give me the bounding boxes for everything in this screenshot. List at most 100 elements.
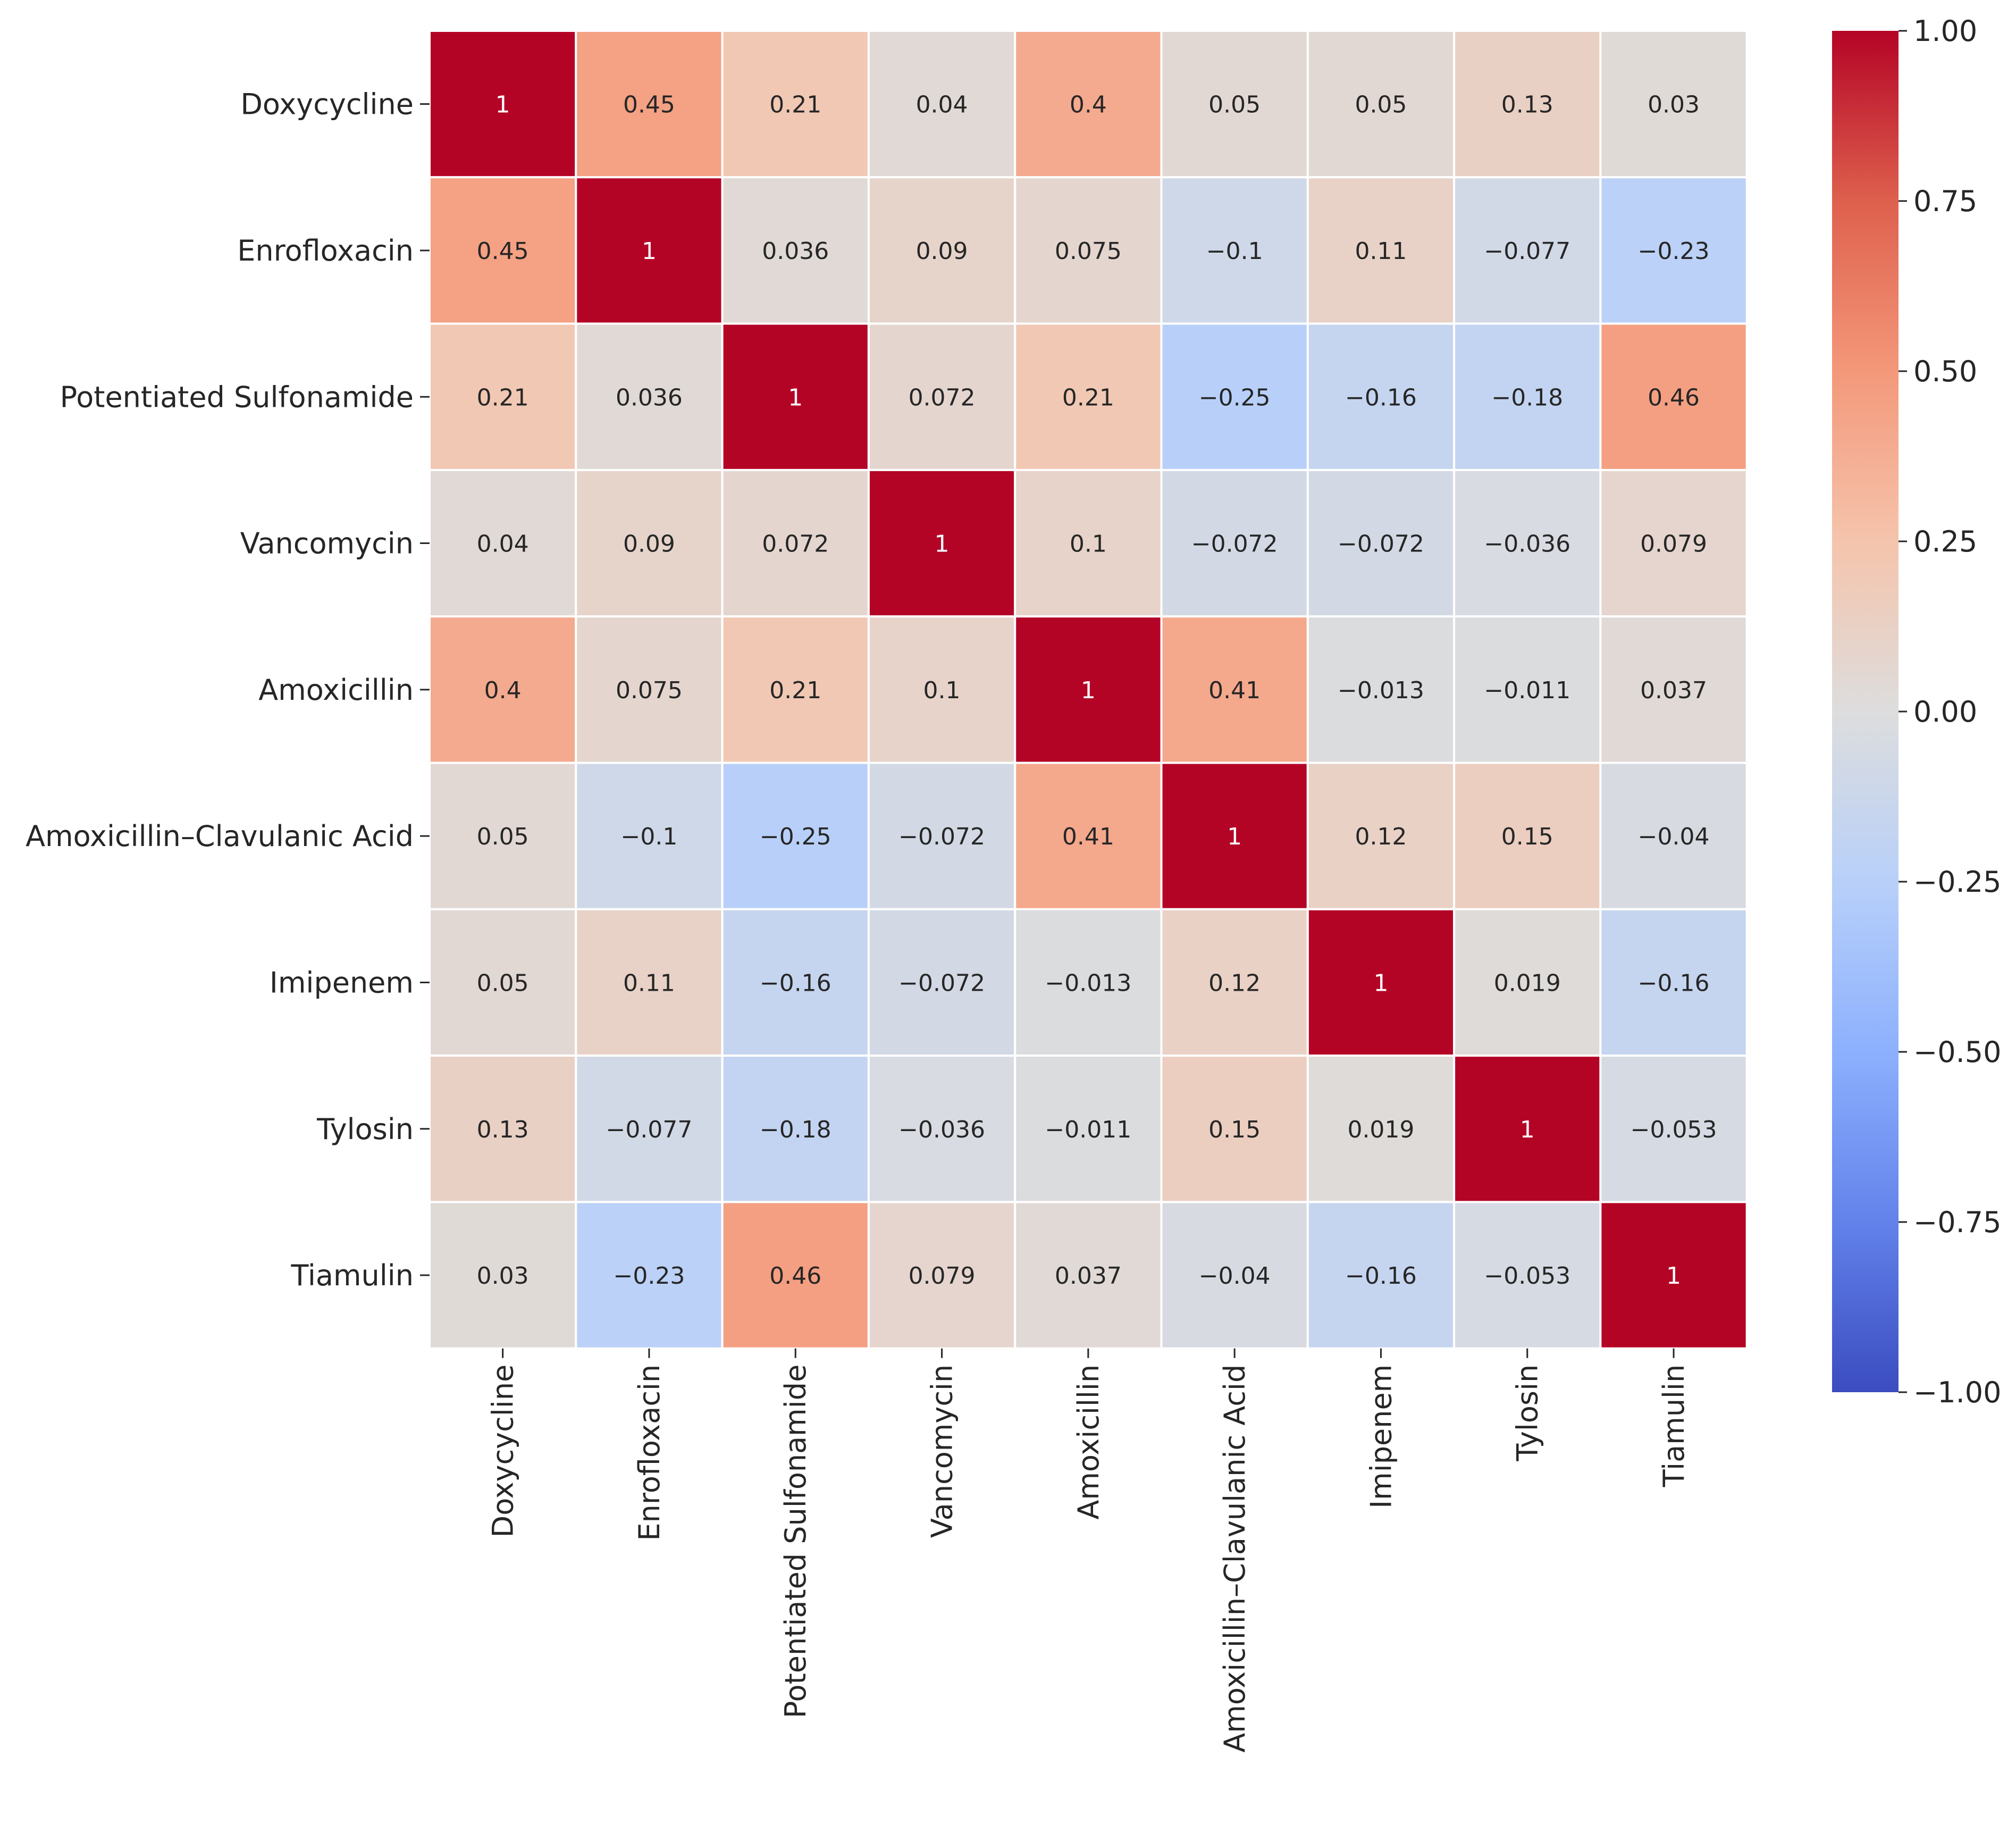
heatmap-cell	[1599, 322, 1748, 471]
cell-value-label: 1	[1227, 823, 1242, 850]
cell-value-label: −0.072	[898, 969, 985, 997]
cell-value-label: 1	[788, 384, 803, 411]
x-axis: Doxycycline Enrofloxacin Potentiated Sulfo…	[486, 1348, 1691, 1753]
cell-value-label: −0.072	[898, 823, 985, 850]
cell-value-label: 0.12	[1355, 823, 1407, 850]
colorbar-tick-label: −0.75	[1913, 1206, 2001, 1239]
cell-value-label: 0.036	[762, 238, 829, 265]
cell-value-label: 0.21	[769, 677, 821, 704]
cell-value-label: −0.036	[898, 1116, 985, 1143]
cell-value-label: 0.41	[1208, 677, 1261, 704]
cell-value-label: −0.013	[1338, 677, 1424, 704]
colorbar-tick-label: 0.25	[1913, 525, 1977, 558]
cell-value-label: 0.46	[1648, 384, 1700, 411]
y-tick-label-amoxicillin: Amoxicillin	[258, 673, 414, 707]
cell-value-label: 1	[642, 238, 657, 265]
x-tick-label-tylosin: Tylosin	[1511, 1365, 1544, 1462]
heatmap-cell	[429, 762, 577, 910]
heatmap-cell	[1160, 908, 1309, 1057]
heatmap-cell	[721, 176, 870, 325]
heatmap-cell	[1014, 762, 1163, 910]
cell-value-label: 0.09	[916, 238, 968, 265]
cell-value-label: 0.15	[1501, 823, 1553, 850]
cell-value-label: 0.09	[623, 531, 675, 558]
cell-value-label: −0.011	[1045, 1116, 1131, 1143]
colorbar: 1.00 0.75 0.50 0.25 0.00 −0.25 −0.50 −0.75 −1.00	[1832, 14, 2001, 1409]
cell-value-label: 1	[935, 531, 950, 558]
cell-value-label: −0.077	[1484, 238, 1570, 265]
heatmap-cell	[721, 322, 870, 471]
cell-value-label: 0.05	[477, 969, 529, 997]
heatmap-cell	[575, 762, 724, 910]
cell-value-label: 0.079	[909, 1262, 976, 1290]
cell-value-label: 0.15	[1208, 1116, 1261, 1143]
cell-value-label: 0.21	[1062, 384, 1114, 411]
cell-value-label: −0.16	[1345, 1262, 1417, 1290]
cell-value-label: 0.05	[1208, 91, 1261, 119]
cell-value-label: 0.1	[1070, 531, 1107, 558]
x-tick-label-enrofloxacin: Enrofloxacin	[633, 1365, 666, 1541]
heatmap-cell	[721, 30, 870, 179]
cell-value-label: 0.21	[477, 384, 529, 411]
cell-value-label: −0.16	[1638, 969, 1710, 997]
x-tick-label-amoxicillin-clavulanic-acid: Amoxicillin–Clavulanic Acid	[1218, 1365, 1251, 1753]
y-tick-label-tylosin: Tylosin	[316, 1112, 414, 1146]
cell-value-label: 0.4	[1070, 91, 1107, 119]
cell-value-label: −0.18	[760, 1116, 831, 1143]
heatmap-cell	[1453, 30, 1602, 179]
heatmap-cell	[1599, 762, 1748, 910]
y-axis: Doxycycline Enrofloxacin Potentiated Sulfo…	[26, 88, 430, 1292]
heatmap-cell	[1160, 615, 1309, 764]
cell-value-label: −0.16	[760, 969, 831, 997]
cell-value-label: 0.03	[477, 1262, 529, 1290]
heatmap-cell	[1599, 615, 1748, 764]
cell-value-label: 0.46	[769, 1262, 821, 1290]
cell-value-label: 0.21	[769, 91, 821, 119]
heatmap-cell	[1306, 30, 1456, 179]
heatmap-cell	[721, 615, 870, 764]
cell-value-label: −0.04	[1199, 1262, 1271, 1290]
heatmap-cell	[429, 1055, 577, 1203]
heatmap-cell	[867, 176, 1017, 325]
x-tick-label-amoxicillin: Amoxicillin	[1072, 1365, 1105, 1520]
heatmap-cell	[1014, 322, 1163, 471]
heatmap-cell	[867, 762, 1017, 910]
cell-value-label: 0.13	[477, 1116, 529, 1143]
cell-value-label: 0.075	[1055, 238, 1122, 265]
heatmap-cell	[575, 1055, 724, 1203]
y-tick-label-potentiated-sulfonamide: Potentiated Sulfonamide	[60, 380, 414, 414]
y-tick-label-tiamulin: Tiamulin	[291, 1259, 414, 1292]
colorbar-tick-label: −0.50	[1913, 1035, 2001, 1069]
cell-value-label: −0.072	[1191, 531, 1278, 558]
cell-value-label: 0.04	[916, 91, 968, 119]
cell-value-label: 1	[495, 91, 510, 119]
cell-value-label: 0.11	[1355, 238, 1407, 265]
x-tick-label-imipenem: Imipenem	[1364, 1365, 1398, 1509]
cell-value-label: 0.12	[1208, 969, 1261, 997]
cell-value-label: −0.036	[1484, 531, 1570, 558]
heatmap-cell	[721, 468, 870, 618]
cell-value-label: −0.18	[1491, 384, 1563, 411]
cell-value-label: 0.075	[616, 677, 683, 704]
heatmap-cell	[575, 908, 724, 1057]
heatmap-cell	[1453, 322, 1602, 471]
colorbar-tick-label: 1.00	[1913, 14, 1977, 48]
cell-value-label: 0.4	[484, 677, 522, 704]
cell-value-label: 0.11	[623, 969, 675, 997]
cell-value-label: −0.25	[1199, 384, 1271, 411]
heatmap-cell	[1306, 762, 1456, 910]
heatmap-cell	[1160, 1055, 1309, 1203]
heatmap-cell	[1014, 1055, 1163, 1203]
heatmap-cells	[429, 30, 1748, 1350]
y-tick-label-imipenem: Imipenem	[270, 966, 414, 999]
cell-value-label: 0.079	[1640, 531, 1707, 558]
heatmap-cell	[1599, 908, 1748, 1057]
heatmap-cell-labels: 1 0.45 0.21 0.04 0.4 0.05 0.05 0.13 0.03 0.45 1 0.0…	[477, 91, 1717, 1290]
heatmap-cell	[429, 176, 577, 325]
cell-value-label: 0.05	[477, 823, 529, 850]
x-tick-label-vancomycin: Vancomycin	[926, 1365, 959, 1538]
heatmap-cell	[575, 468, 724, 618]
cell-value-label: 0.019	[1494, 969, 1561, 997]
heatmap-cell	[429, 30, 577, 179]
heatmap-cell	[1160, 1201, 1309, 1350]
